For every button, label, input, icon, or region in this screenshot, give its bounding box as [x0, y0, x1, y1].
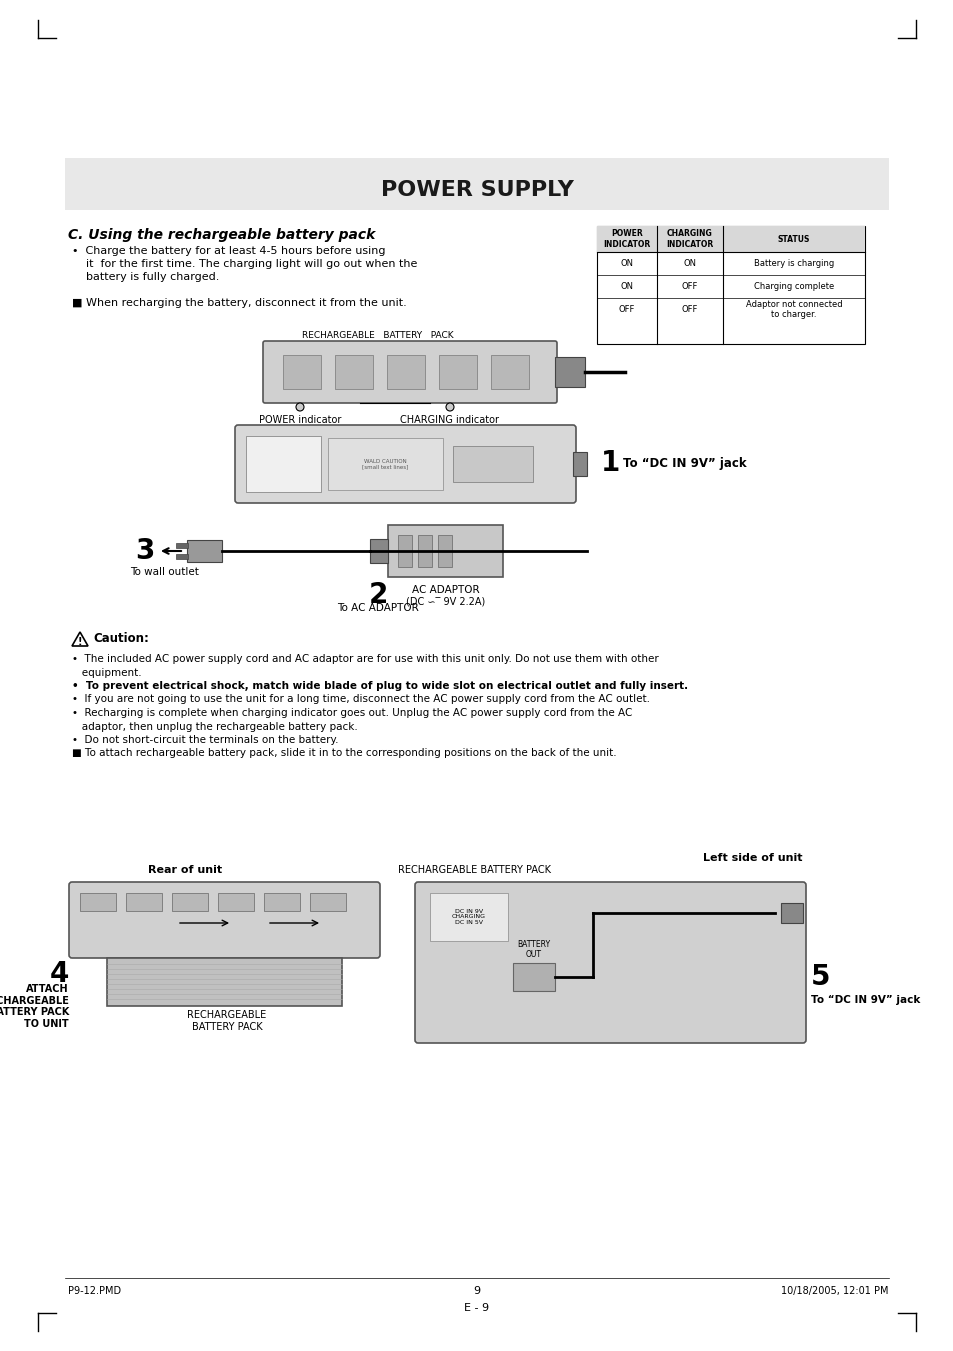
Text: To wall outlet: To wall outlet — [131, 567, 199, 577]
Bar — [65, 158, 888, 209]
Text: •  Charge the battery for at least 4-5 hours before using
    it  for the first : • Charge the battery for at least 4-5 ho… — [71, 246, 417, 282]
Bar — [597, 226, 864, 253]
Text: Caution:: Caution: — [92, 632, 149, 646]
Text: RECHARGEABLE
BATTERY PACK: RECHARGEABLE BATTERY PACK — [187, 1011, 266, 1032]
Text: •  Recharging is complete when charging indicator goes out. Unplug the AC power : • Recharging is complete when charging i… — [71, 708, 632, 717]
Text: adaptor, then unplug the rechargeable battery pack.: adaptor, then unplug the rechargeable ba… — [71, 721, 357, 731]
Text: OFF: OFF — [681, 305, 698, 313]
Text: POWER indicator: POWER indicator — [258, 415, 341, 426]
Bar — [388, 526, 502, 577]
Bar — [283, 355, 320, 389]
Text: ON: ON — [682, 259, 696, 267]
Text: Rear of unit: Rear of unit — [148, 865, 222, 875]
Text: !: ! — [77, 638, 82, 647]
Text: (DC ∽‾ 9V 2.2A): (DC ∽‾ 9V 2.2A) — [405, 597, 485, 607]
Text: •  To prevent electrical shock, match wide blade of plug to wide slot on electri: • To prevent electrical shock, match wid… — [71, 681, 687, 690]
FancyBboxPatch shape — [234, 426, 576, 503]
Bar — [328, 438, 442, 490]
Text: Battery is charging: Battery is charging — [753, 259, 833, 267]
Text: 3: 3 — [135, 536, 154, 565]
Bar — [437, 535, 452, 567]
Text: ■ To attach rechargeable battery pack, slide it in to the corresponding position: ■ To attach rechargeable battery pack, s… — [71, 748, 616, 758]
Bar — [187, 540, 222, 562]
Bar — [175, 543, 188, 549]
Text: DC IN 9V
CHARGING
DC IN 5V: DC IN 9V CHARGING DC IN 5V — [452, 909, 485, 925]
Bar — [370, 539, 388, 563]
FancyBboxPatch shape — [415, 882, 805, 1043]
Circle shape — [446, 403, 454, 411]
Text: E - 9: E - 9 — [464, 1302, 489, 1313]
Text: 4: 4 — [50, 961, 69, 988]
Text: CHARGING
INDICATOR: CHARGING INDICATOR — [666, 230, 713, 249]
Text: 2: 2 — [368, 581, 387, 609]
Text: •  The included AC power supply cord and AC adaptor are for use with this unit o: • The included AC power supply cord and … — [71, 654, 659, 663]
Bar — [781, 902, 802, 923]
Bar — [387, 355, 424, 389]
FancyBboxPatch shape — [69, 882, 379, 958]
Text: To “DC IN 9V” jack: To “DC IN 9V” jack — [810, 994, 920, 1005]
Circle shape — [295, 403, 304, 411]
Bar — [573, 453, 586, 476]
Bar — [218, 893, 253, 911]
Text: Left side of unit: Left side of unit — [702, 852, 802, 863]
Text: equipment.: equipment. — [71, 667, 141, 677]
Text: P9-12.PMD: P9-12.PMD — [68, 1286, 121, 1296]
Text: C. Using the rechargeable battery pack: C. Using the rechargeable battery pack — [68, 228, 375, 242]
Bar — [417, 535, 432, 567]
Text: POWER
INDICATOR: POWER INDICATOR — [602, 230, 650, 249]
Text: To “DC IN 9V” jack: To “DC IN 9V” jack — [622, 457, 746, 470]
Text: AC ADAPTOR: AC ADAPTOR — [412, 585, 478, 594]
Text: •  If you are not going to use the unit for a long time, disconnect the AC power: • If you are not going to use the unit f… — [71, 694, 649, 704]
Text: Adaptor not connected
to charger.: Adaptor not connected to charger. — [745, 300, 841, 319]
Bar — [126, 893, 162, 911]
Bar — [597, 226, 864, 345]
Text: 1: 1 — [600, 449, 619, 477]
Bar — [513, 963, 555, 992]
Text: Charging complete: Charging complete — [753, 282, 833, 290]
Text: ■ When recharging the battery, disconnect it from the unit.: ■ When recharging the battery, disconnec… — [71, 299, 406, 308]
Text: 10/18/2005, 12:01 PM: 10/18/2005, 12:01 PM — [781, 1286, 888, 1296]
Bar — [555, 357, 584, 386]
Bar — [310, 893, 346, 911]
Text: RECHARGEABLE   BATTERY   PACK: RECHARGEABLE BATTERY PACK — [302, 331, 454, 340]
Bar — [335, 355, 373, 389]
Text: ON: ON — [619, 282, 633, 290]
Text: OFF: OFF — [618, 305, 635, 313]
Bar — [438, 355, 476, 389]
Bar — [172, 893, 208, 911]
Text: STATUS: STATUS — [777, 235, 809, 243]
Bar — [80, 893, 116, 911]
Text: WALD CAUTION
[small text lines]: WALD CAUTION [small text lines] — [361, 458, 408, 469]
Text: ON: ON — [619, 259, 633, 267]
Bar — [264, 893, 299, 911]
Polygon shape — [71, 632, 88, 646]
Text: OFF: OFF — [681, 282, 698, 290]
Text: POWER SUPPLY: POWER SUPPLY — [380, 180, 573, 200]
Bar — [491, 355, 529, 389]
Bar — [397, 535, 412, 567]
Bar — [107, 958, 341, 1006]
Bar — [430, 893, 507, 942]
Text: 5: 5 — [810, 963, 830, 992]
Text: BATTERY
OUT: BATTERY OUT — [517, 939, 550, 959]
Text: ATTACH
RECHARGEABLE
BATTERY PACK
TO UNIT: ATTACH RECHARGEABLE BATTERY PACK TO UNIT — [0, 984, 69, 1029]
Bar — [175, 554, 188, 559]
Bar — [453, 446, 533, 482]
Bar — [246, 436, 320, 492]
Text: RECHARGEABLE BATTERY PACK: RECHARGEABLE BATTERY PACK — [398, 865, 551, 875]
FancyBboxPatch shape — [263, 340, 557, 403]
Text: To AC ADAPTOR: To AC ADAPTOR — [336, 603, 418, 613]
Text: 9: 9 — [473, 1286, 480, 1296]
Text: •  Do not short-circuit the terminals on the battery.: • Do not short-circuit the terminals on … — [71, 735, 338, 744]
Text: CHARGING indicator: CHARGING indicator — [400, 415, 499, 426]
